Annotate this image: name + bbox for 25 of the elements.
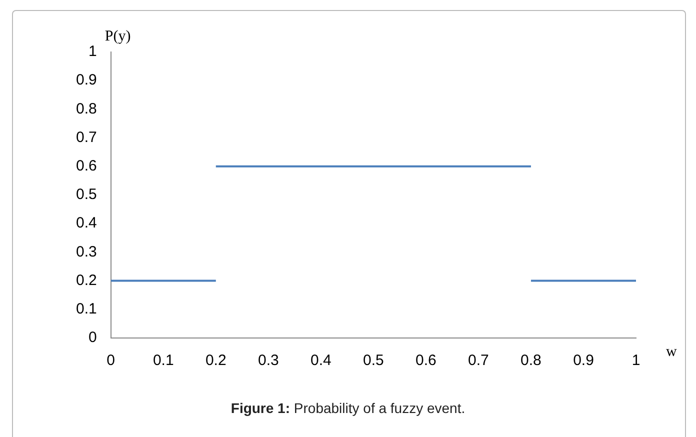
y-tick-label: 0.1 (76, 300, 97, 318)
y-tick-label: 0.5 (76, 186, 97, 204)
x-tick-label: 0.5 (362, 352, 384, 370)
y-tick-label: 0.8 (76, 100, 97, 118)
x-tick-label: 0.9 (573, 352, 594, 370)
x-tick-label: 0.6 (416, 352, 436, 370)
y-tick-label: 1 (88, 43, 97, 60)
y-tick-label: 0.6 (76, 158, 97, 175)
x-tick-label: 1 (632, 352, 640, 370)
y-tick-label: 0.3 (76, 243, 97, 260)
x-tick-label: 0.3 (258, 352, 279, 370)
x-tick-label: 0.1 (152, 352, 174, 370)
x-tick-label: 0.8 (520, 352, 542, 370)
x-tick-label: 0 (106, 352, 116, 370)
y-tick-label: 0.2 (76, 272, 97, 289)
x-tick-label: 0.7 (468, 352, 489, 370)
x-tick-label: 0.2 (205, 352, 226, 370)
x-axis-title: w (666, 344, 677, 360)
y-axis-title: P(y) (104, 28, 131, 44)
x-tick-label: 0.4 (310, 352, 332, 370)
y-tick-label: 0.9 (76, 72, 97, 89)
y-tick-label: 0.7 (76, 128, 97, 146)
y-tick-label: 0 (88, 329, 97, 346)
caption: Figure 1: Probability of a fuzzy event. (230, 400, 466, 416)
y-tick-label: 0.4 (76, 214, 97, 232)
